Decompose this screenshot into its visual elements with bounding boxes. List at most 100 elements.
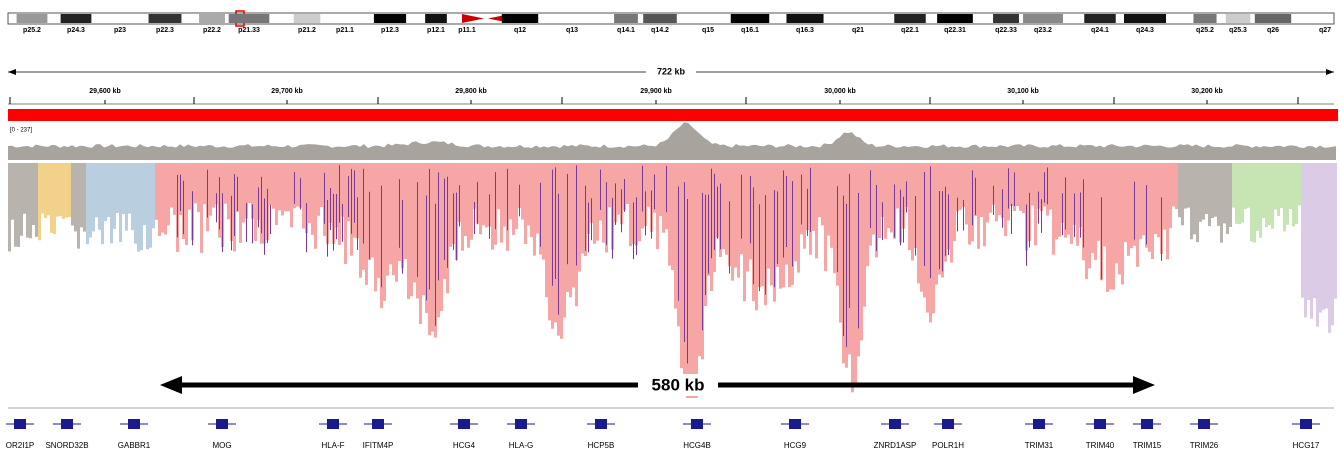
- read-column: [1262, 163, 1265, 218]
- read-column: [1136, 163, 1139, 267]
- read-column: [1088, 163, 1091, 268]
- read-column: [365, 163, 368, 285]
- mismatch-column: [330, 188, 331, 230]
- coverage-area: [8, 122, 1336, 160]
- mismatch-column: [555, 167, 556, 279]
- gene-exon: [515, 419, 527, 429]
- read-column: [854, 163, 857, 383]
- read-column: [1259, 163, 1262, 238]
- read-column: [821, 163, 824, 225]
- mismatch-column: [177, 175, 178, 237]
- mismatch-column: [294, 172, 295, 204]
- mismatch-column: [354, 170, 355, 222]
- read-column: [1226, 163, 1229, 234]
- ruler-tick-label: 29,900 kb: [640, 88, 672, 95]
- read-column: [65, 163, 68, 218]
- ideogram-band: [937, 14, 973, 23]
- mismatch-column: [216, 193, 217, 222]
- read-column: [1031, 163, 1034, 206]
- band-label: q12: [514, 27, 526, 34]
- read-column: [668, 163, 671, 266]
- read-column: [107, 163, 110, 217]
- ideogram-band: [1255, 14, 1291, 23]
- band-label: p25.2: [23, 27, 41, 34]
- mismatch-column: [972, 170, 973, 225]
- mismatch-column: [1044, 172, 1045, 202]
- gene-exon: [1141, 419, 1153, 429]
- gene-exon: [1033, 419, 1045, 429]
- mismatch-column: [447, 177, 448, 268]
- read-column: [1010, 163, 1013, 206]
- read-column: [431, 163, 434, 332]
- coverage-range: [0 - 237]: [10, 128, 32, 134]
- mismatch-column: [666, 166, 667, 212]
- gene-label: TRIM15: [1133, 441, 1162, 450]
- read-column: [1166, 163, 1169, 259]
- gene-label: IFITM4P: [363, 441, 394, 450]
- read-column: [833, 163, 836, 273]
- mismatch-column: [474, 202, 475, 234]
- mismatch-column: [906, 181, 907, 212]
- read-column: [1169, 163, 1172, 228]
- band-label: p21.33: [238, 27, 260, 34]
- mismatch-column: [1146, 185, 1147, 244]
- read-column: [521, 163, 524, 220]
- read-column: [1244, 163, 1247, 209]
- gene-exon: [1198, 419, 1210, 429]
- read-column: [965, 163, 968, 224]
- read-column: [17, 163, 20, 247]
- read-column: [461, 163, 464, 251]
- mismatch-column: [750, 176, 751, 244]
- read-column: [1055, 163, 1058, 239]
- read-column: [404, 163, 407, 259]
- read-column: [173, 163, 176, 215]
- ideogram-band: [1226, 14, 1251, 23]
- read-column: [692, 163, 695, 398]
- read-column: [254, 163, 257, 241]
- read-column: [500, 163, 503, 243]
- read-column: [497, 163, 500, 209]
- read-column: [119, 163, 122, 242]
- gene-exon: [789, 419, 801, 429]
- mismatch-column: [1062, 193, 1063, 235]
- ideogram-band: [329, 14, 361, 23]
- read-column: [1268, 163, 1271, 225]
- read-column: [950, 163, 953, 263]
- read-column: [581, 163, 584, 254]
- read-column: [59, 163, 62, 216]
- read-column: [149, 163, 152, 248]
- read-column: [278, 163, 281, 210]
- read-column: [1289, 163, 1292, 209]
- read-column: [722, 163, 725, 249]
- read-column: [563, 163, 566, 318]
- ruler-tick-label: 30,200 kb: [1191, 88, 1223, 95]
- read-column: [290, 163, 293, 227]
- read-column: [824, 163, 827, 271]
- read-column: [440, 163, 443, 311]
- mismatch-column: [459, 185, 460, 226]
- mismatch-column: [402, 200, 403, 274]
- mismatch-column: [741, 175, 742, 239]
- band-label: q14.2: [651, 27, 669, 34]
- read-column: [794, 163, 797, 261]
- read-column: [734, 163, 737, 267]
- read-column: [1118, 163, 1121, 274]
- ideogram-band: [1023, 14, 1063, 23]
- read-column: [377, 163, 380, 278]
- read-column: [32, 163, 35, 225]
- mismatch-column: [942, 191, 943, 271]
- genome-browser: 722 kb [0 - 237] 580 kb p25.2p24.3p23p22…: [0, 0, 1340, 453]
- mismatch-column: [807, 189, 808, 236]
- band-label: q21: [852, 27, 864, 34]
- mismatch-column: [552, 170, 553, 286]
- mismatch-column: [717, 186, 718, 238]
- read-column: [503, 163, 506, 227]
- read-column: [11, 163, 14, 220]
- read-column: [314, 163, 317, 249]
- ideogram-band: [840, 14, 876, 23]
- mismatch-column: [777, 191, 778, 264]
- read-column: [389, 163, 392, 264]
- read-column: [1151, 163, 1154, 259]
- read-column: [248, 163, 251, 203]
- mismatch-column: [1026, 205, 1027, 266]
